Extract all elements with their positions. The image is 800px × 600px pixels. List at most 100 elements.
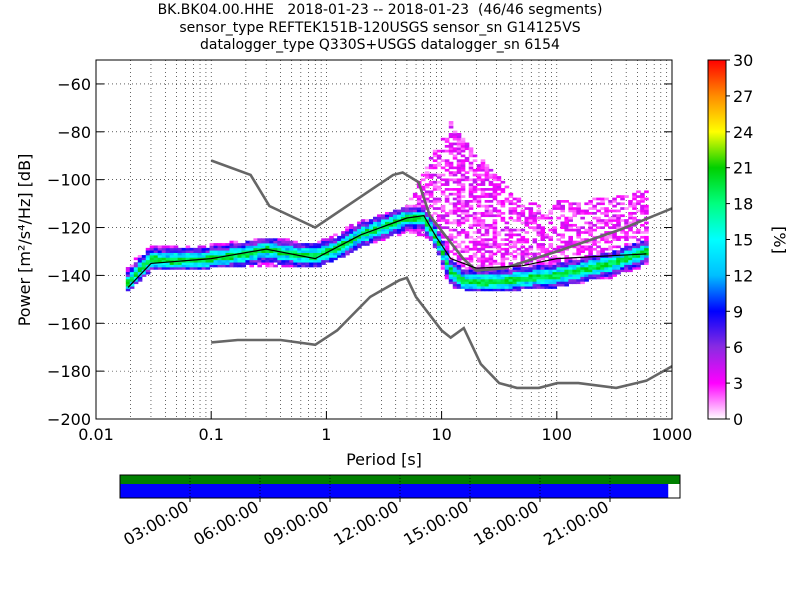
heatmap-cell xyxy=(480,257,486,261)
heatmap-cell xyxy=(193,262,199,265)
heatmap-cell xyxy=(456,188,462,191)
heatmap-cell xyxy=(580,269,585,273)
heatmap-cell xyxy=(504,283,510,287)
heatmap-cell xyxy=(616,271,621,275)
heatmap-cell xyxy=(468,168,474,172)
heatmap-cell xyxy=(624,245,629,249)
heatmap-cell xyxy=(369,219,374,222)
heatmap-cell xyxy=(584,221,589,225)
heatmap-cell xyxy=(480,247,486,251)
heatmap-cell xyxy=(229,247,235,251)
heatmap-cell xyxy=(464,247,470,251)
heatmap-cell xyxy=(269,243,274,246)
heatmap-cell xyxy=(341,247,346,251)
heatmap-cell xyxy=(484,168,490,172)
y-tick-label: −60 xyxy=(57,75,91,94)
heatmap-cell xyxy=(640,207,645,210)
heatmap-cell xyxy=(496,209,502,213)
heatmap-cell xyxy=(624,262,629,265)
heatmap-cell xyxy=(333,243,338,246)
heatmap-cell xyxy=(560,240,566,244)
heatmap-cell xyxy=(273,252,278,256)
heatmap-cell xyxy=(133,281,139,285)
heatmap-cell xyxy=(169,262,175,265)
heatmap-cell xyxy=(500,180,506,184)
heatmap-cell xyxy=(564,281,569,285)
heatmap-cell xyxy=(452,156,458,160)
heatmap-cell xyxy=(249,262,255,265)
heatmap-cell xyxy=(628,267,633,270)
heatmap-cell xyxy=(448,267,454,270)
heatmap-cell xyxy=(448,233,454,237)
heatmap-cell xyxy=(448,264,454,268)
heatmap-cell xyxy=(556,281,562,285)
heatmap-cell xyxy=(448,269,454,273)
heatmap-cell xyxy=(608,233,613,237)
heatmap-cell xyxy=(612,219,617,222)
heatmap-cell xyxy=(528,207,534,210)
y-tick-label: −180 xyxy=(47,362,91,381)
heatmap-cell xyxy=(584,245,589,249)
heatmap-cell xyxy=(580,271,585,275)
heatmap-cell xyxy=(636,219,641,222)
heatmap-cell xyxy=(616,195,621,198)
heatmap-cell xyxy=(608,235,613,239)
heatmap-cell xyxy=(608,255,613,258)
heatmap-cell xyxy=(484,245,490,249)
heatmap-cell xyxy=(540,276,546,280)
heatmap-cell xyxy=(420,202,426,206)
heatmap-cell xyxy=(333,257,338,261)
heatmap-cell xyxy=(333,238,338,241)
heatmap-cell xyxy=(484,195,490,198)
heatmap-cell xyxy=(576,252,581,256)
heatmap-cell xyxy=(588,200,593,203)
heatmap-cell xyxy=(508,233,514,237)
heatmap-cell xyxy=(556,262,562,265)
heatmap-cell xyxy=(472,197,478,201)
heatmap-cell xyxy=(217,243,223,246)
heatmap-cell xyxy=(488,288,494,292)
heatmap-cell xyxy=(189,262,195,265)
heatmap-cell xyxy=(412,226,418,230)
heatmap-cell xyxy=(568,243,573,246)
heatmap-cell xyxy=(568,262,573,265)
heatmap-cell xyxy=(500,202,506,206)
heatmap-cell xyxy=(468,200,474,203)
heatmap-cell xyxy=(297,262,302,265)
heatmap-cell xyxy=(420,216,426,220)
heatmap-cell xyxy=(620,202,625,206)
heatmap-cell xyxy=(596,262,601,265)
heatmap-cell xyxy=(492,185,498,189)
heatmap-cell xyxy=(377,233,382,237)
heatmap-cell xyxy=(600,250,605,253)
heatmap-cell xyxy=(249,240,255,244)
heatmap-cell xyxy=(369,235,374,239)
heatmap-cell xyxy=(584,267,589,270)
heatmap-cell xyxy=(552,286,558,289)
heatmap-cell xyxy=(636,190,641,194)
heatmap-cell xyxy=(157,250,163,253)
heatmap-cell xyxy=(552,281,558,285)
heatmap-cell xyxy=(436,214,442,218)
heatmap-cell xyxy=(556,271,562,275)
heatmap-cell xyxy=(297,259,302,263)
heatmap-cell xyxy=(452,286,458,289)
heatmap-cell xyxy=(480,274,486,277)
heatmap-cell xyxy=(496,178,502,182)
heatmap-cell xyxy=(480,166,486,170)
heatmap-cell xyxy=(373,223,378,227)
heatmap-cell xyxy=(444,197,450,201)
heatmap-cell xyxy=(620,259,625,263)
heatmap-cell xyxy=(440,214,446,218)
heatmap-cell xyxy=(564,226,569,230)
heatmap-cell xyxy=(636,202,641,206)
heatmap-cell xyxy=(500,259,506,263)
heatmap-cell xyxy=(408,207,414,210)
heatmap-cell xyxy=(468,259,474,263)
heatmap-cell xyxy=(436,180,442,184)
heatmap-cell xyxy=(464,274,470,277)
heatmap-cell xyxy=(137,276,143,280)
heatmap-cell xyxy=(400,231,406,234)
heatmap-cell xyxy=(536,228,542,232)
heatmap-cell xyxy=(576,231,581,234)
